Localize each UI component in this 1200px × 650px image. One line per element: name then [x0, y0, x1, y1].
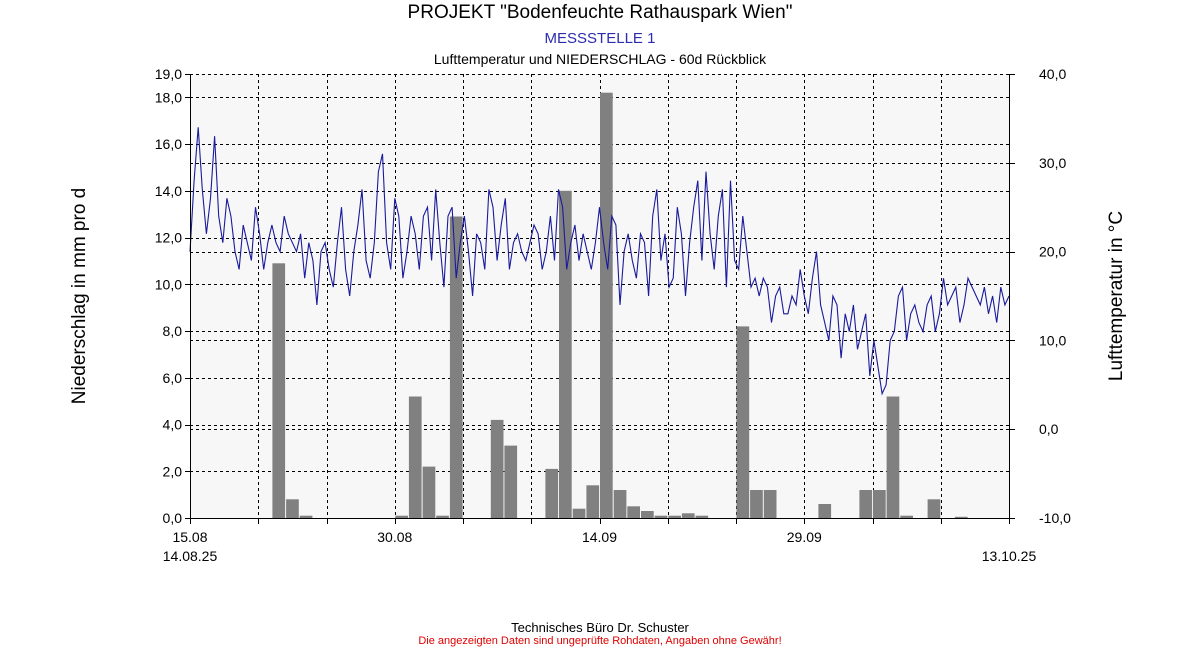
y-tick-label-right: 0,0: [1039, 421, 1059, 437]
precipitation-bar: [668, 515, 681, 518]
precipitation-bar: [873, 490, 886, 518]
precipitation-bar: [504, 445, 518, 518]
precipitation-bar: [436, 515, 449, 518]
precipitation-bar: [286, 499, 299, 518]
chart-description: Lufttemperatur und NIEDERSCHLAG - 60d Rü…: [433, 51, 767, 67]
precipitation-bar: [490, 419, 504, 518]
chart-canvas: 0,0 2,0 4,0 6,0 8,0 10,0 12,0 14,0 16,0 18,0 19,0 -…: [155, 66, 1071, 564]
x-tick-label: 29.09: [787, 529, 822, 545]
precipitation-bar: [736, 326, 750, 518]
precipitation-bar: [408, 396, 422, 518]
y-tick-label-left: 8,0: [163, 323, 183, 339]
axes: [185, 74, 1015, 524]
precipitation-bar: [572, 508, 586, 518]
precipitation-bar: [641, 511, 654, 518]
precipitation-bar: [627, 506, 640, 518]
temperature-line: [189, 127, 1010, 396]
x-date-label: 14.08.25: [163, 548, 218, 564]
precipitation-bar: [613, 490, 627, 518]
precipitation-bar: [695, 515, 709, 518]
x-date-label: 13.10.25: [982, 548, 1037, 564]
precipitation-bar: [886, 396, 900, 518]
y-tick-label-right: 10,0: [1039, 332, 1066, 348]
precipitation-bar: [927, 499, 941, 518]
y-tick-label-left: 0,0: [163, 510, 183, 526]
y-tick-label-left: 14,0: [155, 183, 182, 199]
precipitation-bar: [422, 466, 436, 518]
y-tick-label-right: 40,0: [1039, 66, 1066, 82]
precipitation-bar: [681, 513, 695, 518]
precipitation-bar: [954, 516, 968, 518]
precipitation-bar: [299, 515, 313, 518]
y-tick-label-left: 18,0: [155, 89, 182, 105]
tick-labels: 0,0 2,0 4,0 6,0 8,0 10,0 12,0 14,0 16,0 18,0 19,0 -…: [155, 66, 1071, 564]
x-tick-label: 30.08: [377, 529, 412, 545]
y-tick-label-left: 4,0: [163, 417, 183, 433]
precipitation-bar: [600, 92, 613, 518]
precipitation-bar: [272, 263, 286, 518]
chart-subtitle: MESSSTELLE 1: [544, 30, 656, 47]
precipitation-bar: [900, 515, 913, 518]
precipitation-bar: [449, 216, 463, 518]
x-tick-label: 14.09: [582, 529, 617, 545]
y-tick-label-left: 19,0: [155, 66, 182, 82]
precipitation-bar: [654, 515, 668, 518]
precipitation-bar: [818, 504, 832, 518]
y-tick-label-left: 16,0: [155, 136, 182, 152]
footer-company: Technisches Büro Dr. Schuster: [511, 620, 689, 635]
y-tick-label-left: 6,0: [163, 370, 183, 386]
x-tick-label: 15.08: [172, 529, 207, 545]
y-tick-label-right: 20,0: [1039, 244, 1066, 260]
precipitation-bar: [859, 490, 873, 518]
precipitation-bar: [545, 468, 559, 518]
precipitation-bar: [559, 190, 572, 519]
precipitation-bar: [395, 515, 408, 518]
y-tick-label-left: 12,0: [155, 230, 182, 246]
footer-disclaimer: Die angezeigten Daten sind ungeprüfte Ro…: [418, 635, 782, 647]
y-tick-label-left: 2,0: [163, 463, 183, 479]
plot-background: [190, 74, 1009, 518]
precipitation-bar: [750, 490, 763, 518]
precipitation-bar: [763, 490, 777, 518]
precipitation-bars: [272, 92, 968, 519]
y-tick-label-left: 10,0: [155, 276, 182, 292]
y-tick-label-right: 30,0: [1039, 155, 1066, 171]
y-tick-label-right: -10,0: [1039, 510, 1071, 526]
chart-title: PROJEKT "Bodenfeuchte Rathauspark Wien": [407, 2, 793, 23]
precipitation-bar: [586, 485, 600, 518]
